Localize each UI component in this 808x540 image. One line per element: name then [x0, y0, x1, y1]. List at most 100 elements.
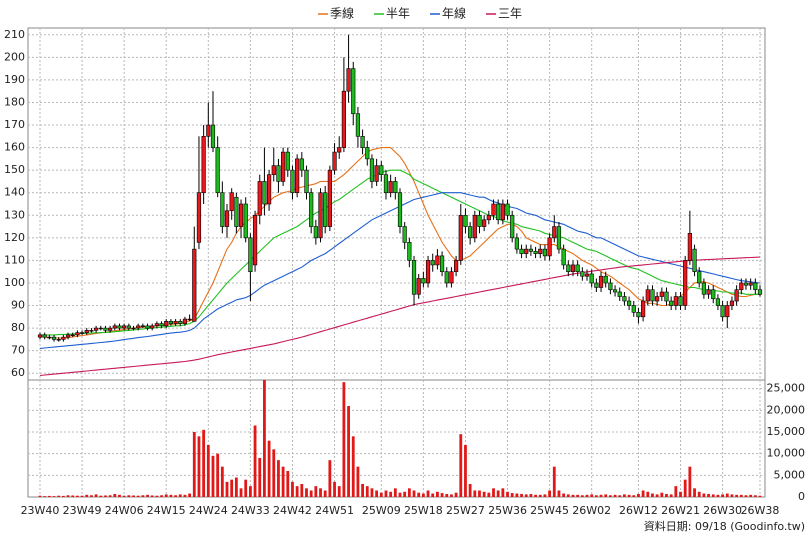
- volume-bar: [557, 490, 561, 497]
- volume-bar: [665, 493, 668, 497]
- candle-body: [519, 248, 524, 254]
- volume-bar: [347, 406, 350, 497]
- candle-body: [701, 282, 706, 295]
- candle-body: [65, 334, 71, 338]
- volume-bar: [660, 492, 664, 497]
- candle-body: [468, 226, 473, 239]
- candle-body: [458, 214, 463, 261]
- volume-bar: [608, 495, 612, 497]
- volume-bar: [478, 490, 481, 497]
- volume-bar: [253, 425, 257, 497]
- candle-body: [449, 271, 454, 284]
- volume-bar: [379, 492, 383, 497]
- volume-tick-label: 5,000: [774, 468, 806, 481]
- volume-bar: [300, 484, 304, 497]
- volume-bar: [655, 494, 659, 497]
- candle-body: [215, 147, 220, 194]
- candle-body: [626, 300, 632, 306]
- volume-bar: [426, 490, 430, 497]
- volume-bar: [122, 495, 126, 497]
- candle-body: [706, 289, 711, 295]
- candle-body: [547, 237, 552, 257]
- candle-body: [262, 181, 267, 205]
- volume-bar: [393, 488, 397, 497]
- volume-bar: [174, 495, 177, 497]
- volume-bar: [234, 477, 238, 497]
- ma-line: [40, 169, 760, 336]
- candle-body: [323, 192, 328, 227]
- volume-bar: [38, 495, 42, 497]
- volume-bar: [412, 490, 416, 497]
- volume-bar: [305, 488, 308, 497]
- x-tick-label: 26W12: [619, 504, 658, 517]
- candle-body: [472, 214, 477, 239]
- candle-body: [122, 325, 127, 329]
- candle-body: [622, 296, 627, 302]
- candle-body: [687, 233, 692, 261]
- volume-bar: [225, 481, 229, 497]
- volume-bar: [150, 495, 154, 497]
- candle-body: [561, 248, 566, 266]
- candle-body: [136, 325, 141, 329]
- candle-body: [295, 158, 300, 194]
- volume-bar: [248, 486, 252, 497]
- volume-bar: [730, 494, 734, 497]
- candle-body: [341, 90, 346, 148]
- candle-body: [697, 271, 702, 284]
- y-tick-label: 200: [4, 50, 25, 63]
- candle-body: [150, 325, 155, 329]
- legend-label: 季線: [330, 6, 354, 21]
- x-tick-label: 24W51: [315, 504, 354, 517]
- volume-bar: [436, 491, 439, 497]
- y-tick-label: 130: [4, 208, 25, 221]
- volume-bar: [693, 488, 696, 497]
- volume-bar: [319, 488, 322, 497]
- volume-bar: [711, 494, 715, 497]
- candle-body: [678, 296, 683, 306]
- candle-body: [603, 275, 608, 284]
- x-tick-label: 24W15: [147, 504, 186, 517]
- candle-body: [379, 165, 384, 175]
- candle-body: [37, 334, 43, 338]
- volume-bar: [178, 494, 182, 497]
- candle-body: [566, 264, 571, 272]
- volume-bar: [590, 494, 594, 497]
- volume-bar: [454, 492, 458, 497]
- candle-body: [655, 296, 660, 302]
- candle-body: [500, 203, 505, 221]
- volume-bar: [515, 493, 519, 497]
- candle-body: [196, 192, 202, 243]
- candle-body: [351, 68, 356, 115]
- candle-body: [514, 237, 519, 250]
- y-tick-label: 90: [11, 299, 25, 312]
- volume-bar: [464, 445, 467, 497]
- candle-body: [108, 327, 113, 331]
- candle-body: [598, 275, 604, 288]
- volume-bar: [529, 493, 533, 497]
- volume-bar: [66, 495, 70, 497]
- volume-bar: [585, 494, 589, 497]
- volume-bar: [206, 445, 210, 497]
- candle-body: [533, 251, 538, 254]
- volume-bar: [618, 495, 622, 497]
- candle-body: [281, 151, 286, 182]
- candle-body: [299, 158, 304, 171]
- candle-body: [61, 336, 66, 340]
- y-tick-label: 80: [11, 321, 25, 334]
- candle-body: [416, 278, 421, 295]
- candle-body: [397, 192, 403, 227]
- candle-body: [659, 291, 664, 297]
- volume-bar: [487, 492, 491, 497]
- candle-body: [210, 124, 216, 148]
- volume-bar: [267, 440, 271, 497]
- volume-bar: [702, 493, 706, 497]
- volume-bar: [99, 495, 103, 497]
- y-tick-label: 140: [4, 186, 25, 199]
- volume-bar: [543, 494, 547, 497]
- y-tick-label: 180: [4, 95, 25, 108]
- candle-body: [126, 325, 131, 329]
- volume-bar: [417, 492, 421, 497]
- volume-bar: [192, 432, 196, 497]
- candle-body: [496, 203, 501, 221]
- candle-body: [42, 334, 47, 338]
